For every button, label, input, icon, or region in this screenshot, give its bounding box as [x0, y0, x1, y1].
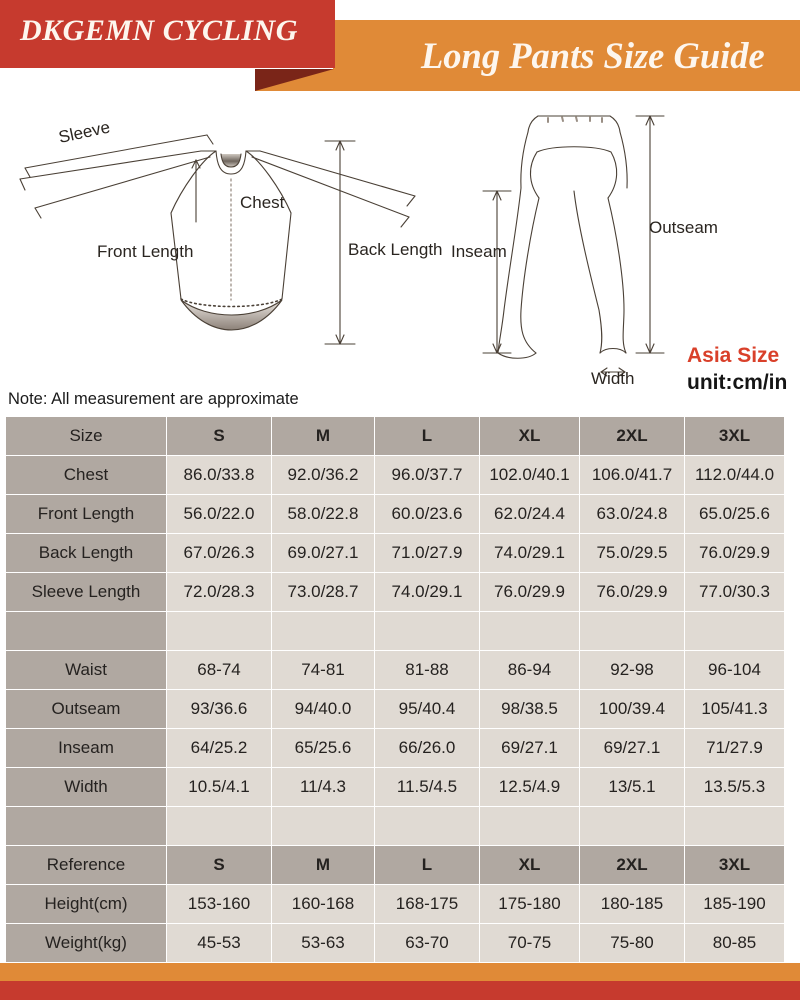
svg-text:Note: All measurement are appr: Note: All measurement are approximate: [8, 390, 299, 408]
svg-text:Asia Size: Asia Size: [687, 344, 779, 367]
svg-text:Chest: Chest: [240, 193, 285, 212]
svg-text:unit:cm/in: unit:cm/in: [687, 371, 787, 394]
svg-text:Sleeve: Sleeve: [57, 118, 112, 147]
svg-text:Inseam: Inseam: [451, 242, 507, 261]
svg-text:Front Length: Front Length: [97, 242, 193, 261]
svg-text:Width: Width: [591, 369, 634, 388]
svg-text:Outseam: Outseam: [649, 218, 718, 237]
svg-text:Back Length: Back Length: [348, 240, 443, 259]
